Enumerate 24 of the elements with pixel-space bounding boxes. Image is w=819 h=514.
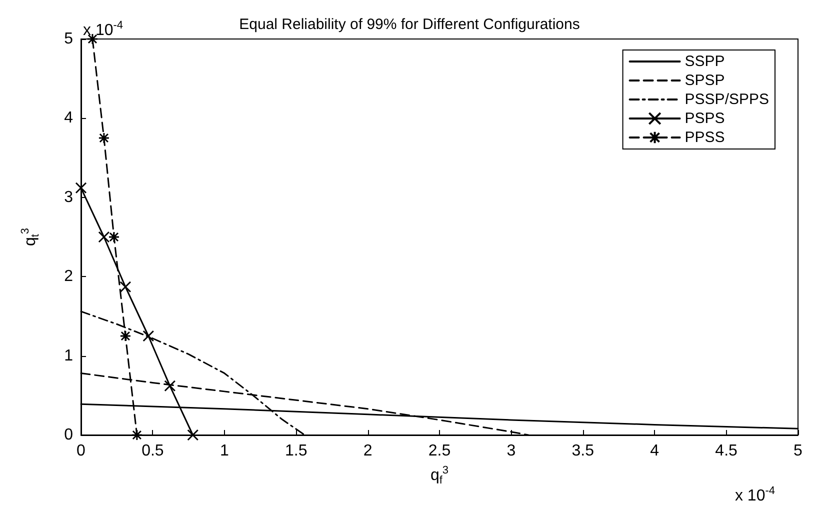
y-tick-label: 1 bbox=[64, 347, 74, 364]
x-tick-label: 3.5 bbox=[572, 442, 594, 460]
legend-label: PPSS bbox=[684, 129, 725, 146]
x-tick-label: 5 bbox=[794, 442, 803, 460]
chart-title: Equal Reliability of 99% for Different Configurations bbox=[239, 16, 580, 33]
legend-label: PSSP/SPPS bbox=[684, 91, 770, 108]
y-tick-label: 0 bbox=[64, 426, 74, 444]
x-tick-label: 3 bbox=[506, 442, 516, 460]
x-tick-label: 4.5 bbox=[715, 442, 738, 460]
y-axis-title: qt3 bbox=[20, 228, 42, 246]
x-tick-label: 1 bbox=[220, 442, 229, 460]
x-tick-label: 1.5 bbox=[284, 442, 308, 460]
x-tick-label: 0.5 bbox=[142, 442, 164, 460]
y-tick-label: 3 bbox=[64, 188, 74, 206]
x-tick-label: 2 bbox=[363, 442, 372, 460]
legend-label: SSPP bbox=[684, 53, 725, 70]
x-tick-label: 4 bbox=[650, 442, 660, 460]
legend-label: SPSP bbox=[684, 72, 725, 89]
y-tick-label: 5 bbox=[64, 30, 74, 48]
x-tick-label: 2.5 bbox=[428, 442, 451, 460]
legend-label: PSPS bbox=[684, 110, 725, 127]
x-tick-label: 0 bbox=[76, 442, 86, 460]
y-tick-label: 2 bbox=[64, 268, 74, 286]
y-tick-label: 4 bbox=[64, 110, 74, 127]
